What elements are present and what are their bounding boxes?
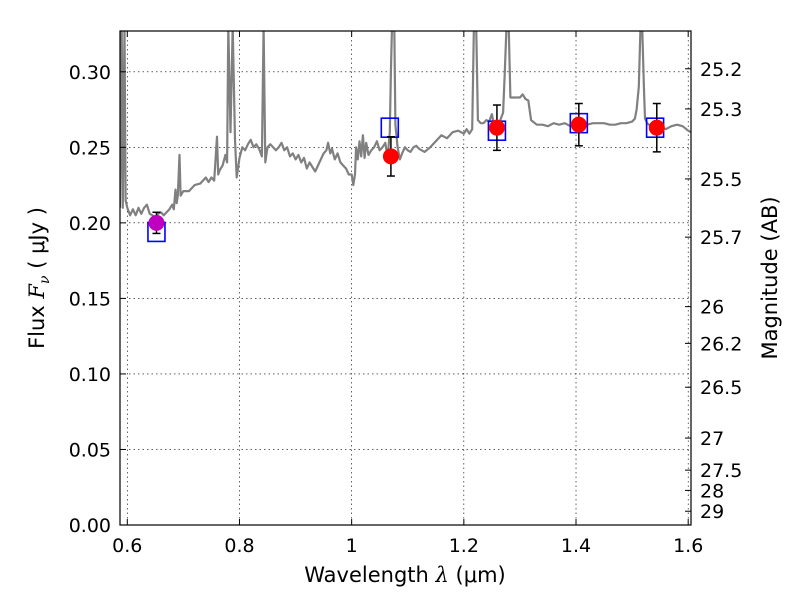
- x-tick-label: 1: [346, 535, 358, 557]
- right-tick-label: 28: [700, 480, 724, 502]
- right-tick-label: 25.5: [700, 169, 742, 191]
- y-tick-label: 0.30: [69, 62, 111, 84]
- right-tick-label: 25.3: [700, 99, 742, 121]
- observed-point: [648, 119, 665, 136]
- plot-area: [120, 31, 691, 243]
- x-tick-label: 1.6: [673, 535, 703, 557]
- x-axis-label: Wavelength λ (μm): [304, 563, 505, 587]
- right-tick-label: 25.7: [700, 227, 742, 249]
- observed-point: [488, 119, 505, 136]
- y-tick-label: 0.20: [69, 213, 111, 235]
- x-tick-label: 1.4: [561, 535, 591, 557]
- y-tick-label: 0.10: [69, 364, 111, 386]
- right-tick-label: 29: [700, 501, 724, 523]
- right-tick-label: 27.5: [700, 460, 742, 482]
- plot-frame: [119, 30, 692, 526]
- observed-point: [148, 214, 165, 231]
- plot-background: [120, 31, 691, 525]
- observed-point: [570, 116, 587, 133]
- right-tick-label: 25.2: [700, 59, 742, 81]
- y-axis-label: Flux Fν ( μJy ): [25, 207, 53, 349]
- x-axis: 0.6 0.8 1 1.2 1.4 1.6: [112, 31, 703, 557]
- right-tick-label: 27: [700, 428, 724, 450]
- right-tick-label: 26.2: [700, 333, 742, 355]
- x-tick-label: 1.2: [449, 535, 479, 557]
- x-tick-label: 0.6: [112, 535, 142, 557]
- y-tick-label: 0.25: [69, 137, 111, 159]
- y-tick-label: 0.00: [69, 515, 111, 537]
- x-tick-label: 0.8: [224, 535, 254, 557]
- right-tick-label: 26.5: [700, 377, 742, 399]
- y-tick-label: 0.05: [69, 439, 111, 461]
- right-axis-label: Magnitude (AB): [758, 196, 782, 359]
- y-axis: 0.00 0.05 0.10 0.15 0.20 0.25 0.30: [69, 62, 126, 537]
- spectrum-line: [120, 31, 691, 220]
- observed-dots: [148, 116, 665, 231]
- right-tick-label: 26: [700, 297, 724, 319]
- observed-point: [382, 148, 399, 165]
- y-tick-label: 0.15: [69, 288, 111, 310]
